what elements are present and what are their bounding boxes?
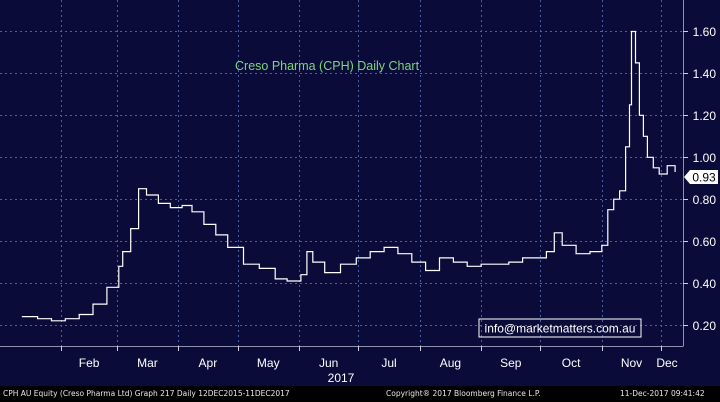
watermark-border [478, 318, 642, 338]
x-tick-label: May [257, 356, 280, 370]
footer-copyright: Copyright® 2017 Bloomberg Finance L.P. [386, 389, 541, 398]
x-tick-label: Mar [137, 356, 158, 370]
grid-lines [0, 0, 683, 346]
y-tick-label: 1.00 [693, 151, 717, 165]
y-tick-label: 0.20 [693, 319, 717, 333]
x-tick-label: Jul [381, 356, 396, 370]
last-price-label: 0.93 [692, 171, 716, 185]
x-tick-label: Apr [199, 356, 218, 370]
price-series [21, 30, 676, 322]
x-axis: Feb Mar Apr May Jun Jul Aug Sep Oct Nov Dec [61, 346, 678, 370]
y-tick-label: 1.40 [693, 67, 717, 81]
x-tick-label: Sep [500, 356, 522, 370]
x-tick-label: Jun [319, 356, 338, 370]
watermark-text: info@marketmatters.com.au [485, 322, 636, 336]
y-tick-label: 0.80 [693, 193, 717, 207]
x-tick-label: Dec [656, 356, 677, 370]
y-tick-label: 0.40 [693, 277, 717, 291]
footer-security-info: CPH AU Equity (Creso Pharma Ltd) Graph 2… [3, 389, 290, 398]
y-tick-label: 1.20 [693, 109, 717, 123]
last-price-pointer [684, 170, 718, 184]
y-tick-label: 0.60 [693, 235, 717, 249]
x-tick-label: Feb [79, 356, 100, 370]
footer-bar: CPH AU Equity (Creso Pharma Ltd) Graph 2… [0, 386, 720, 402]
y-tick-label: 1.60 [693, 25, 717, 39]
x-tick-label: Oct [562, 356, 581, 370]
last-price-marker: 0.93 [684, 170, 718, 185]
x-tick-label: Nov [621, 356, 642, 370]
x-axis-year-label: 2017 [328, 371, 355, 385]
price-chart: Creso Pharma (CPH) Daily Chart 1.601.401… [0, 0, 718, 385]
price-line [21, 30, 676, 322]
footer-timestamp: 11-Dec-2017 09:41:42 [620, 389, 705, 398]
chart-title: Creso Pharma (CPH) Daily Chart [235, 59, 420, 73]
y-axis: 1.60 1.40 1.20 1.00 0.80 0.60 0.40 0.20 [683, 25, 716, 333]
watermark-box: info@marketmatters.com.au [478, 318, 642, 338]
x-tick-label: Aug [440, 356, 461, 370]
plot-background [0, 0, 683, 346]
